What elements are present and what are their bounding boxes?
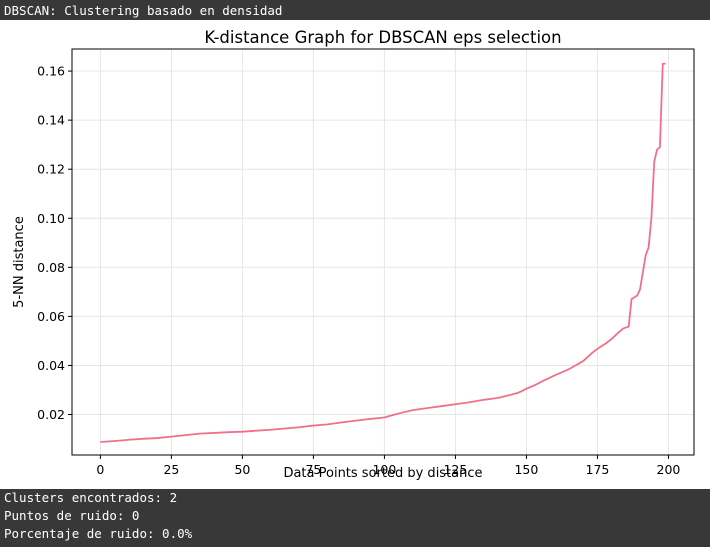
- x-tick-label: 150: [514, 462, 538, 477]
- x-tick-label: 25: [163, 462, 179, 477]
- chart-background: [0, 20, 710, 489]
- x-axis-ticks: 0 25 50 75 100 125 150 175 200: [96, 455, 680, 477]
- y-tick-label: 0.02: [37, 407, 65, 422]
- chart-title: K-distance Graph for DBSCAN eps selectio…: [204, 28, 561, 47]
- x-axis-label: Data Points sorted by distance: [283, 466, 482, 481]
- y-axis-label: 5-NN distance: [12, 216, 27, 308]
- noise-points-line: Puntos de ruido: 0: [4, 508, 140, 523]
- output-title: DBSCAN: Clustering basado en densidad: [4, 3, 283, 18]
- y-tick-label: 0.14: [37, 113, 65, 128]
- y-tick-label: 0.08: [37, 260, 65, 275]
- noise-percentage-line: Porcentaje de ruido: 0.0%: [4, 526, 193, 541]
- y-tick-label: 0.06: [37, 309, 65, 324]
- plot-area: [71, 48, 695, 456]
- output-lines: Clusters encontrados: 2 Puntos de ruido:…: [4, 489, 704, 543]
- y-tick-label: 0.10: [37, 211, 65, 226]
- x-tick-label: 75: [305, 462, 321, 477]
- output-header: DBSCAN: Clustering basado en densidad: [0, 0, 710, 20]
- k-distance-chart: 0 25 50 75 100 125 150 175 200 0.020.040.060.080…: [0, 20, 710, 489]
- y-tick-label: 0.12: [37, 162, 65, 177]
- chart-figure: 0 25 50 75 100 125 150 175 200 0.02 0.04 0.06 0.08 0…: [0, 20, 710, 489]
- x-tick-label: 100: [372, 462, 396, 477]
- y-tick-label: 0.04: [37, 358, 65, 373]
- clusters-found-line: Clusters encontrados: 2: [4, 490, 178, 505]
- y-tick-label: 0.16: [37, 64, 65, 79]
- x-tick-label: 0: [96, 462, 104, 477]
- x-tick-label: 175: [586, 462, 610, 477]
- x-tick-label: 50: [234, 462, 250, 477]
- y-axis-ticks: 0.02 0.04 0.06 0.08 0.10 0.12 0.14 0.16: [37, 64, 72, 422]
- grid: [72, 49, 694, 455]
- x-tick-label: 200: [657, 462, 681, 477]
- x-tick-label: 125: [443, 462, 467, 477]
- series-line: [100, 62, 666, 443]
